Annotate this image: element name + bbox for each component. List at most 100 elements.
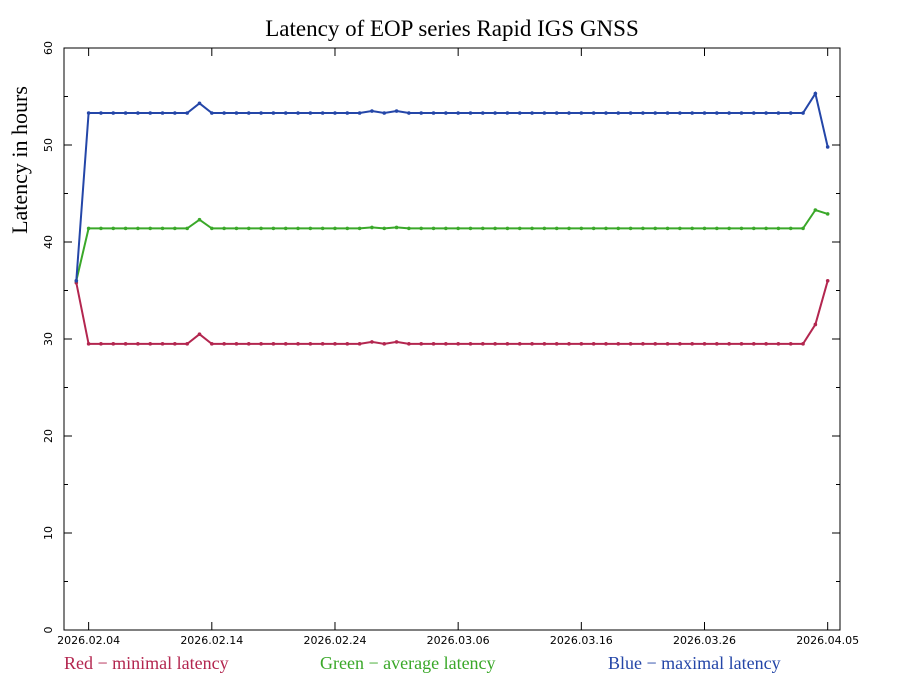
data-point [690, 111, 694, 115]
data-point [641, 111, 645, 115]
data-point [727, 111, 731, 115]
data-point [825, 145, 830, 149]
data-point [542, 111, 547, 115]
data-point [788, 111, 793, 115]
data-point [739, 342, 744, 346]
data-point [234, 226, 239, 231]
legend-entry: Red − minimal latency [64, 653, 229, 673]
data-point [370, 340, 374, 344]
data-point [776, 111, 781, 115]
x-tick-label: 2026.03.26 [673, 634, 736, 647]
x-tick-label: 2026.02.04 [57, 634, 120, 647]
data-point [111, 226, 116, 231]
data-point [678, 226, 682, 231]
data-point [320, 111, 325, 115]
data-point [542, 226, 547, 231]
data-point [431, 111, 436, 115]
data-point [751, 226, 756, 231]
data-point [727, 342, 731, 346]
data-point [641, 226, 645, 231]
data-point [246, 111, 251, 115]
data-point [690, 342, 694, 346]
data-point [604, 226, 608, 231]
data-point [739, 226, 744, 231]
data-point [702, 226, 707, 231]
data-point [579, 226, 584, 231]
data-point [197, 332, 202, 336]
data-point [173, 226, 177, 231]
data-point [197, 101, 202, 106]
data-point [345, 111, 350, 115]
data-point [173, 111, 177, 115]
data-point [345, 342, 350, 346]
data-point [111, 111, 116, 115]
data-point [788, 226, 793, 231]
data-point [542, 342, 547, 346]
data-point [271, 342, 276, 346]
data-point [333, 111, 337, 115]
data-point [407, 111, 411, 115]
data-point [333, 226, 337, 231]
data-point [246, 226, 251, 231]
data-point [616, 226, 621, 231]
data-point [628, 342, 633, 346]
data-point [345, 226, 350, 231]
data-point [764, 226, 768, 231]
data-point [185, 342, 189, 346]
data-point [468, 342, 473, 346]
data-point [505, 226, 510, 231]
data-point [579, 111, 584, 115]
data-point [419, 111, 424, 115]
data-point [739, 111, 744, 115]
data-point [579, 342, 584, 346]
data-point [530, 342, 534, 346]
data-point [283, 342, 288, 346]
data-point [234, 111, 239, 115]
data-point [357, 111, 362, 115]
data-point [751, 111, 756, 115]
data-point [283, 111, 288, 115]
data-point [259, 226, 263, 231]
data-point [715, 342, 719, 346]
data-point [653, 111, 658, 115]
data-point [271, 111, 276, 115]
y-tick-label: 10 [42, 526, 55, 540]
data-point [123, 111, 128, 115]
data-point [283, 226, 288, 231]
data-point [678, 342, 682, 346]
data-point [296, 226, 300, 231]
data-point [616, 342, 621, 346]
data-point [604, 342, 608, 346]
data-point [444, 226, 448, 231]
data-point [123, 226, 128, 231]
data-point [813, 208, 818, 212]
data-point [702, 342, 707, 346]
data-point [813, 91, 818, 96]
data-point [382, 342, 387, 346]
data-point [431, 226, 436, 231]
data-point [74, 279, 79, 283]
data-point [641, 342, 645, 346]
data-point [197, 217, 202, 222]
data-point [517, 226, 522, 231]
data-point [480, 111, 485, 115]
plot-frame [63, 47, 841, 631]
x-tick-label: 2026.03.06 [427, 634, 490, 647]
data-point [308, 226, 313, 231]
data-point [567, 111, 571, 115]
data-point [320, 342, 325, 346]
data-point [665, 342, 670, 346]
data-point [394, 109, 399, 113]
data-point [801, 226, 805, 231]
data-point [320, 226, 325, 231]
data-point [591, 226, 596, 231]
data-point [210, 342, 214, 346]
data-point [394, 225, 399, 230]
y-tick-label: 0 [42, 627, 55, 634]
data-point [210, 111, 214, 115]
data-point [185, 226, 189, 231]
data-point [813, 322, 818, 327]
series-line [75, 208, 829, 282]
data-point [407, 226, 411, 231]
